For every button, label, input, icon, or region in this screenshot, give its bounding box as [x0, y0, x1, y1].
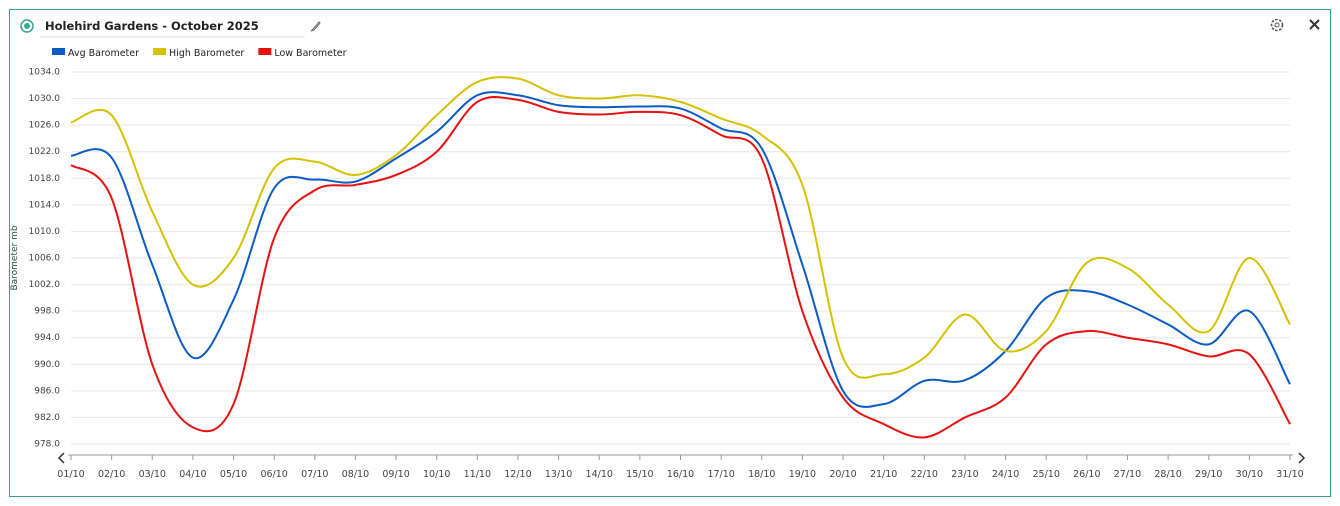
- y-tick-label: 1022.0: [29, 147, 61, 157]
- x-tick-label: 12/10: [504, 469, 531, 480]
- legend-swatch: [52, 48, 65, 55]
- x-tick-label: 31/10: [1276, 469, 1303, 480]
- x-tick-label: 13/10: [545, 469, 572, 480]
- series-line: [70, 91, 1291, 408]
- legend-label: High Barometer: [169, 48, 244, 59]
- edit-icon[interactable]: [310, 21, 321, 32]
- y-tick-label: 994.0: [34, 333, 60, 343]
- close-icon[interactable]: [1309, 19, 1320, 30]
- x-tick-label: 27/10: [1114, 469, 1141, 480]
- x-tick-label: 17/10: [707, 469, 734, 480]
- legend-swatch: [258, 48, 272, 55]
- x-tick-label: 23/10: [951, 469, 978, 480]
- x-tick-label: 16/10: [667, 469, 694, 480]
- widget-frame: [9, 9, 1331, 497]
- x-tick-label: 06/10: [260, 469, 287, 480]
- legend-label: Avg Barometer: [68, 48, 139, 59]
- y-tick-label: 1026.0: [29, 121, 61, 131]
- y-tick-label: 998.0: [34, 307, 60, 317]
- y-tick-label: 982.0: [34, 413, 60, 423]
- x-tick-label: 08/10: [342, 469, 369, 480]
- x-tick-label: 29/10: [1195, 469, 1222, 480]
- x-tick-label: 22/10: [911, 469, 938, 480]
- y-tick-label: 1006.0: [29, 254, 61, 264]
- x-tick-label: 09/10: [382, 469, 409, 480]
- y-tick-label: 978.0: [34, 440, 60, 450]
- series-line: [70, 76, 1291, 379]
- x-tick-label: 01/10: [57, 469, 84, 480]
- x-tick-label: 25/10: [1033, 469, 1060, 480]
- settings-icon[interactable]: [1270, 18, 1284, 32]
- y-tick-label: 1002.0: [29, 280, 61, 290]
- series-line: [70, 96, 1291, 439]
- x-tick-label: 02/10: [98, 469, 125, 480]
- y-tick-label: 1018.0: [29, 174, 61, 184]
- y-axis-label: Barometer mb: [10, 225, 20, 290]
- y-tick-label: 986.0: [34, 386, 60, 396]
- y-tick-label: 1030.0: [29, 94, 61, 104]
- x-tick-label: 15/10: [626, 469, 653, 480]
- x-tick-label: 14/10: [586, 469, 613, 480]
- x-tick-label: 26/10: [1073, 469, 1100, 480]
- y-tick-label: 1014.0: [29, 200, 61, 210]
- scroll-left[interactable]: [57, 452, 65, 464]
- x-tick-label: 03/10: [139, 469, 166, 480]
- x-tick-label: 05/10: [220, 469, 247, 480]
- chart-title: Holehird Gardens - October 2025: [45, 19, 259, 33]
- x-tick-label: 24/10: [992, 469, 1019, 480]
- y-tick-label: 1034.0: [29, 68, 61, 78]
- y-tick-label: 990.0: [34, 360, 60, 370]
- x-tick-label: 07/10: [301, 469, 328, 480]
- x-tick-label: 19/10: [789, 469, 816, 480]
- x-tick-label: 11/10: [464, 469, 491, 480]
- x-tick-label: 18/10: [748, 469, 775, 480]
- x-tick-label: 30/10: [1236, 469, 1263, 480]
- y-tick-label: 1010.0: [29, 227, 61, 237]
- x-tick-label: 04/10: [179, 469, 206, 480]
- x-tick-label: 20/10: [829, 469, 856, 480]
- legend-swatch: [153, 48, 167, 55]
- status-dot: [24, 23, 30, 29]
- x-tick-label: 10/10: [423, 469, 450, 480]
- legend-label: Low Barometer: [274, 48, 346, 59]
- x-tick-label: 21/10: [870, 469, 897, 480]
- x-tick-label: 28/10: [1154, 469, 1181, 480]
- scroll-right[interactable]: [1298, 452, 1306, 464]
